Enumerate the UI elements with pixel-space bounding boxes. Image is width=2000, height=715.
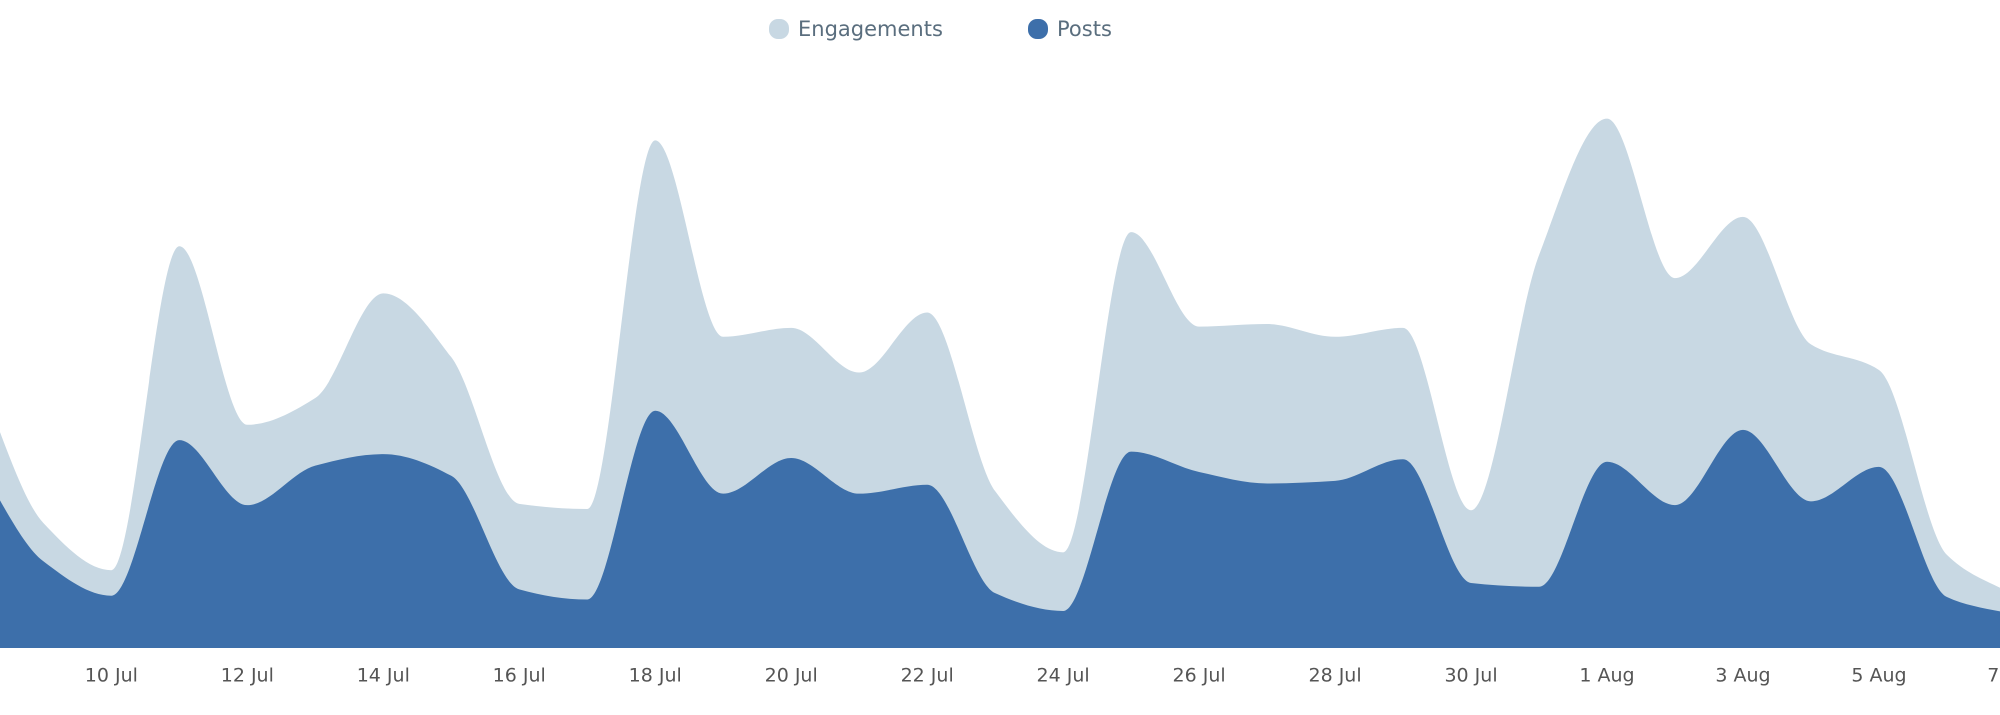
area bbox=[0, 410, 2000, 648]
x-tick-label: 1 Aug bbox=[1579, 665, 1634, 687]
x-tick-label: 24 Jul bbox=[1037, 665, 1090, 687]
legend-label: Posts bbox=[1057, 17, 1112, 41]
x-tick-label: 3 Aug bbox=[1715, 665, 1770, 687]
x-tick-label: 22 Jul bbox=[901, 665, 954, 687]
x-tick-label: 30 Jul bbox=[1444, 665, 1497, 687]
x-tick-label: 14 Jul bbox=[357, 665, 410, 687]
legend-marker bbox=[769, 19, 789, 39]
area bbox=[0, 118, 2000, 648]
x-tick-label: 10 Jul bbox=[85, 665, 138, 687]
x-tick-label: 18 Jul bbox=[629, 665, 682, 687]
x-tick-label: 28 Jul bbox=[1308, 665, 1361, 687]
x-tick-label: 7 Aug bbox=[1987, 665, 2000, 687]
x-tick-label: 20 Jul bbox=[765, 665, 818, 687]
x-tick-label: 26 Jul bbox=[1173, 665, 1226, 687]
legend-label: Engagements bbox=[798, 17, 943, 41]
legend-marker bbox=[1028, 19, 1048, 39]
x-tick-label: 16 Jul bbox=[493, 665, 546, 687]
x-tick-label: 12 Jul bbox=[221, 665, 274, 687]
x-tick-label: 5 Aug bbox=[1851, 665, 1906, 687]
